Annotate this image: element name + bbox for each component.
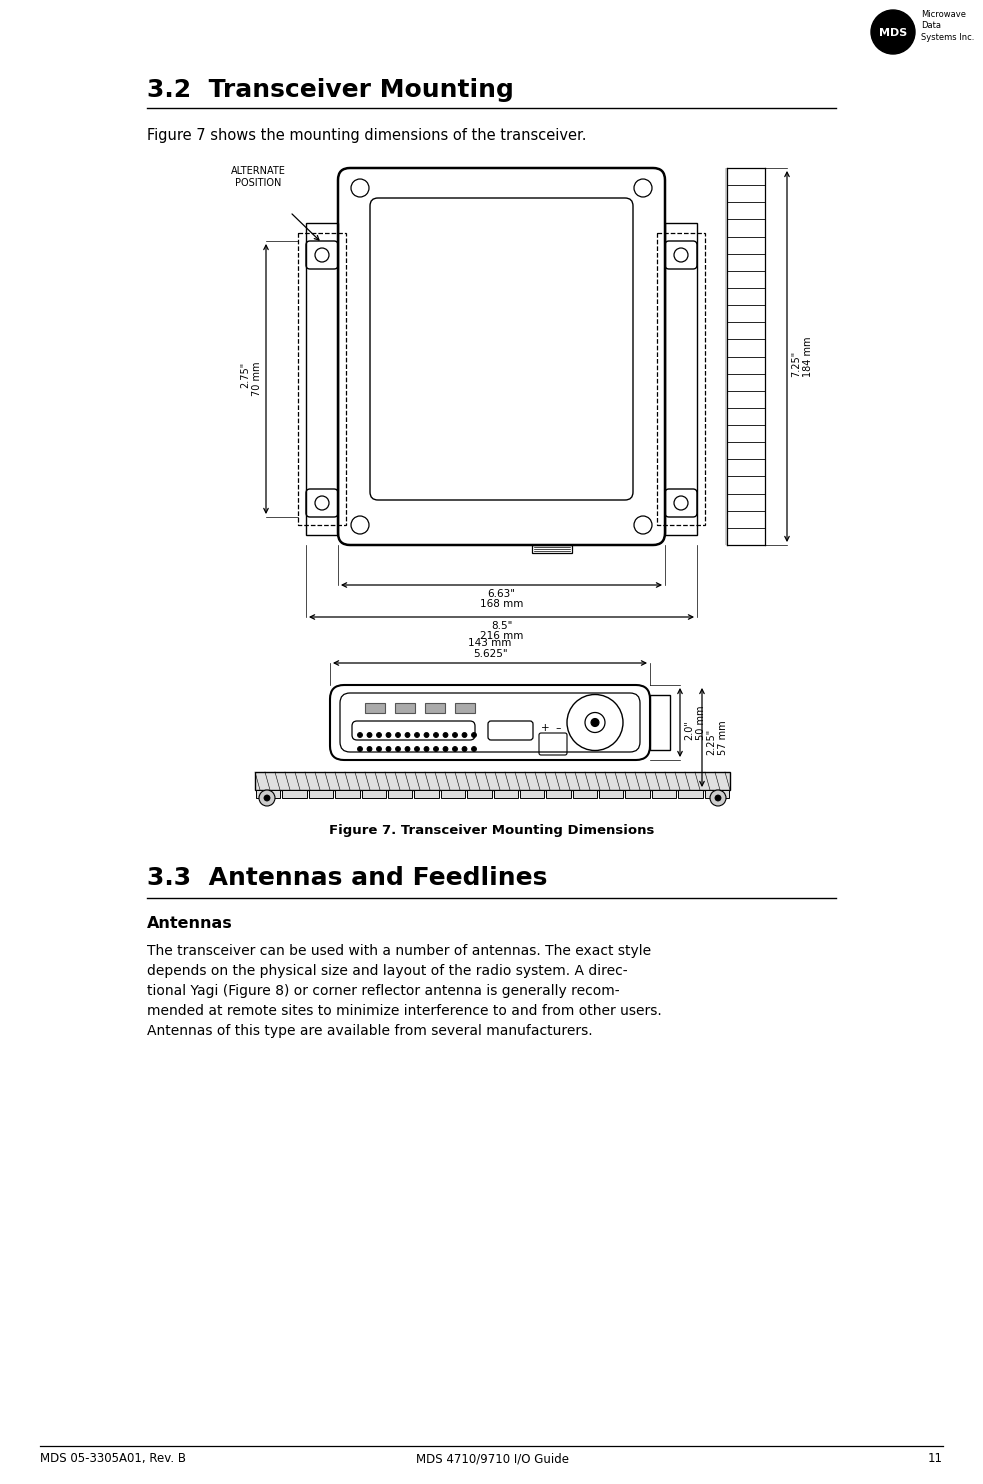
Circle shape bbox=[395, 746, 400, 751]
Text: Figure 7. Transceiver Mounting Dimensions: Figure 7. Transceiver Mounting Dimension… bbox=[329, 824, 655, 837]
Bar bbox=[282, 789, 307, 798]
Circle shape bbox=[395, 733, 400, 738]
Text: 168 mm: 168 mm bbox=[480, 600, 523, 608]
Circle shape bbox=[472, 733, 477, 738]
Text: Microwave
Data
Systems Inc.: Microwave Data Systems Inc. bbox=[921, 10, 974, 42]
Bar bbox=[440, 789, 465, 798]
Circle shape bbox=[264, 795, 270, 801]
Bar bbox=[414, 789, 438, 798]
Bar bbox=[395, 703, 415, 712]
Bar bbox=[725, 168, 727, 545]
Circle shape bbox=[567, 695, 623, 751]
Circle shape bbox=[434, 733, 438, 738]
Circle shape bbox=[405, 746, 410, 751]
Circle shape bbox=[472, 746, 477, 751]
Circle shape bbox=[634, 516, 652, 534]
Text: MDS 4710/9710 I/O Guide: MDS 4710/9710 I/O Guide bbox=[416, 1451, 568, 1465]
Circle shape bbox=[367, 746, 372, 751]
Text: 5.625": 5.625" bbox=[473, 649, 507, 659]
Bar bbox=[599, 789, 623, 798]
Text: 3.2  Transceiver Mounting: 3.2 Transceiver Mounting bbox=[147, 79, 514, 102]
Text: 7.25"
184 mm: 7.25" 184 mm bbox=[791, 337, 813, 377]
Circle shape bbox=[358, 746, 363, 751]
Text: +  –: + – bbox=[541, 723, 561, 733]
Circle shape bbox=[585, 712, 605, 733]
Circle shape bbox=[376, 733, 381, 738]
Bar bbox=[362, 789, 386, 798]
Bar bbox=[455, 703, 475, 712]
Text: 143 mm: 143 mm bbox=[468, 638, 512, 649]
Circle shape bbox=[405, 733, 410, 738]
Bar bbox=[650, 695, 670, 749]
Circle shape bbox=[871, 10, 915, 53]
Circle shape bbox=[443, 733, 448, 738]
Bar bbox=[256, 789, 280, 798]
Text: ALTERNATE
POSITION: ALTERNATE POSITION bbox=[231, 166, 285, 188]
Bar bbox=[298, 233, 346, 525]
Text: 2.25"
57 mm: 2.25" 57 mm bbox=[706, 720, 727, 755]
Bar bbox=[365, 703, 385, 712]
Text: MDS: MDS bbox=[879, 28, 907, 39]
Circle shape bbox=[452, 733, 457, 738]
Circle shape bbox=[415, 746, 420, 751]
Bar bbox=[425, 703, 445, 712]
Circle shape bbox=[462, 746, 467, 751]
Circle shape bbox=[315, 248, 329, 263]
Circle shape bbox=[367, 733, 372, 738]
Circle shape bbox=[674, 496, 688, 510]
Text: 2.75"
70 mm: 2.75" 70 mm bbox=[241, 362, 262, 396]
Circle shape bbox=[424, 746, 429, 751]
Circle shape bbox=[376, 746, 381, 751]
Bar bbox=[388, 789, 412, 798]
Circle shape bbox=[424, 733, 429, 738]
Circle shape bbox=[452, 746, 457, 751]
Text: 2.0"
50 mm: 2.0" 50 mm bbox=[684, 705, 706, 739]
Circle shape bbox=[674, 248, 688, 263]
Bar bbox=[255, 772, 730, 789]
Bar bbox=[467, 789, 492, 798]
Bar bbox=[493, 789, 518, 798]
Text: 3.3  Antennas and Feedlines: 3.3 Antennas and Feedlines bbox=[147, 867, 548, 890]
Bar bbox=[547, 789, 571, 798]
Circle shape bbox=[591, 718, 599, 727]
Bar bbox=[657, 233, 705, 525]
Bar bbox=[309, 789, 333, 798]
Bar bbox=[678, 789, 703, 798]
Bar bbox=[652, 789, 676, 798]
Circle shape bbox=[315, 496, 329, 510]
Circle shape bbox=[259, 789, 275, 806]
Circle shape bbox=[434, 746, 438, 751]
Text: The transceiver can be used with a number of antennas. The exact style
depends o: The transceiver can be used with a numbe… bbox=[147, 944, 662, 1039]
Circle shape bbox=[386, 733, 391, 738]
Bar bbox=[520, 789, 545, 798]
Circle shape bbox=[462, 733, 467, 738]
Text: 11: 11 bbox=[928, 1451, 943, 1465]
Circle shape bbox=[351, 180, 369, 197]
Text: MDS 05-3305A01, Rev. B: MDS 05-3305A01, Rev. B bbox=[40, 1451, 186, 1465]
Circle shape bbox=[415, 733, 420, 738]
Bar bbox=[665, 223, 697, 536]
Circle shape bbox=[715, 795, 721, 801]
Bar bbox=[335, 789, 360, 798]
Circle shape bbox=[634, 180, 652, 197]
Bar bbox=[573, 789, 597, 798]
Circle shape bbox=[358, 733, 363, 738]
Text: 6.63": 6.63" bbox=[488, 589, 515, 600]
Circle shape bbox=[386, 746, 391, 751]
Circle shape bbox=[710, 789, 726, 806]
Circle shape bbox=[443, 746, 448, 751]
Bar bbox=[532, 545, 571, 554]
Text: Antennas: Antennas bbox=[147, 916, 233, 930]
Text: 216 mm: 216 mm bbox=[480, 631, 523, 641]
Bar bbox=[306, 223, 338, 536]
Bar bbox=[625, 789, 650, 798]
Text: Figure 7 shows the mounting dimensions of the transceiver.: Figure 7 shows the mounting dimensions o… bbox=[147, 128, 587, 142]
Circle shape bbox=[351, 516, 369, 534]
Bar bbox=[705, 789, 729, 798]
Text: 8.5": 8.5" bbox=[491, 620, 512, 631]
